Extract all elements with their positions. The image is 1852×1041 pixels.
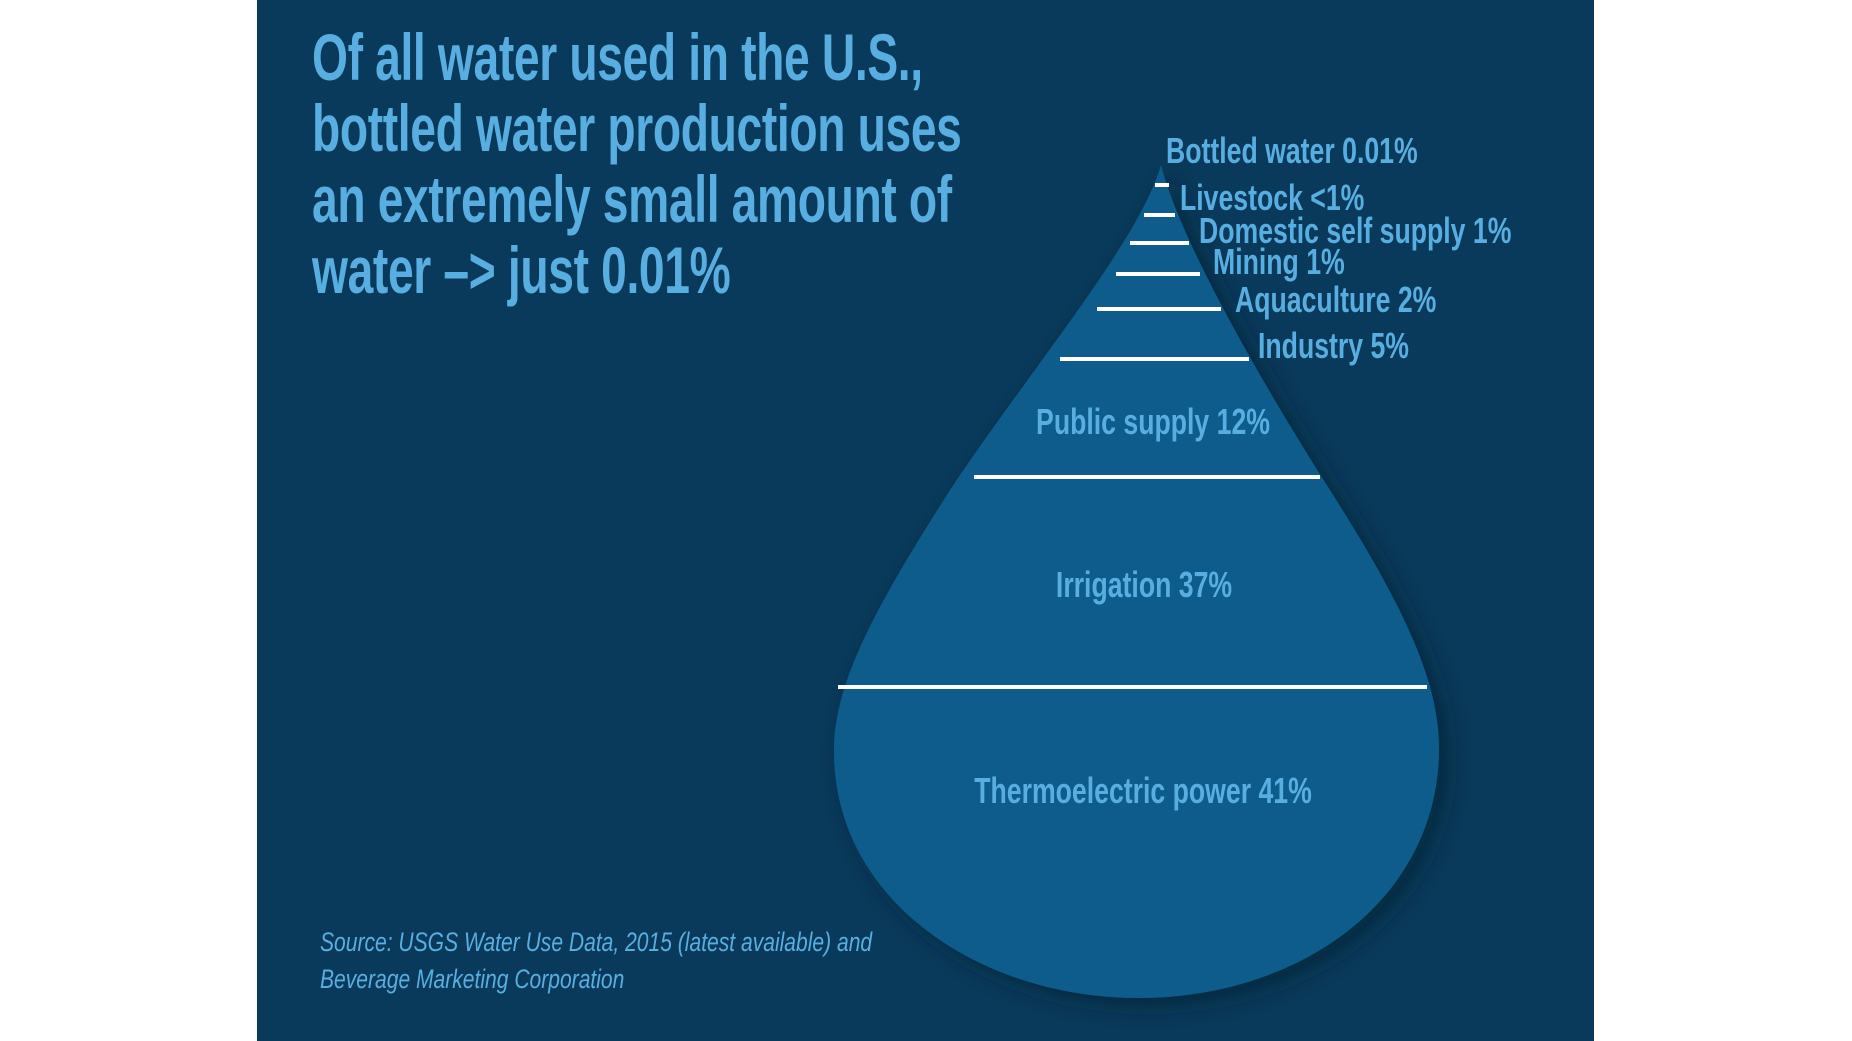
label-thermoelectric-power: Thermoelectric power 41% — [974, 770, 1312, 811]
label-bottled-water: Bottled water 0.01% — [1166, 130, 1418, 171]
headline-line: bottled water production uses — [312, 91, 962, 165]
water-drop-shape — [833, 165, 1440, 998]
headline: Of all water used in the U.S., bottled w… — [312, 22, 962, 306]
source-line: Beverage Marketing Corporation — [320, 964, 625, 994]
headline-line: an extremely small amount of — [312, 162, 952, 236]
headline-line: water –> just 0.01% — [312, 233, 731, 307]
label-domestic-self-supply: Domestic self supply 1% — [1199, 210, 1512, 251]
label-irrigation: Irrigation 37% — [1055, 564, 1233, 605]
label-industry: Industry 5% — [1258, 325, 1409, 366]
headline-line: Of all water used in the U.S., — [312, 20, 923, 94]
source-note: Source: USGS Water Use Data, 2015 (lates… — [320, 924, 872, 998]
label-public-supply: Public supply 12% — [1036, 401, 1270, 442]
label-mining: Mining 1% — [1213, 241, 1345, 282]
label-aquaculture: Aquaculture 2% — [1235, 279, 1437, 320]
label-livestock: Livestock <1% — [1180, 177, 1365, 218]
source-line: Source: USGS Water Use Data, 2015 (lates… — [320, 927, 873, 957]
